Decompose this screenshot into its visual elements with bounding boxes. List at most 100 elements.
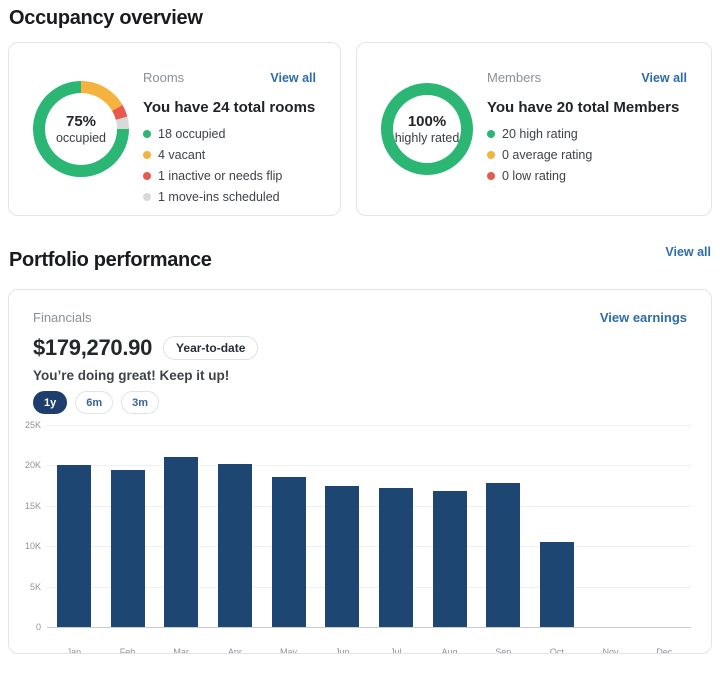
rooms-legend: 18 occupied 4 vacant 1 inactive or needs f…: [143, 127, 316, 204]
range-tab-1y[interactable]: 1y: [33, 391, 68, 414]
rooms-card-label: Rooms: [143, 70, 185, 85]
gridline: [47, 465, 691, 467]
portfolio-section-header: Portfolio performance View all: [9, 245, 711, 272]
bar-slot: [369, 425, 423, 627]
bar-jan: [56, 465, 91, 627]
red-dot-icon: [487, 172, 495, 180]
x-axis-label: Apr: [227, 647, 242, 654]
encouragement-text: You’re doing great! Keep it up!: [33, 368, 230, 383]
gridline: [47, 546, 691, 548]
rooms-card-title: You have 24 total rooms: [143, 99, 316, 116]
financials-card: Financials View earnings $179,270.90 Yea…: [8, 289, 712, 654]
bar-slot: [101, 425, 155, 627]
rooms-donut-chart: 75% occupied: [33, 81, 129, 177]
x-axis-label: Nov: [602, 647, 619, 654]
x-axis-label: Mar: [173, 647, 189, 654]
green-dot-icon: [487, 130, 495, 138]
members-view-all-link[interactable]: View all: [641, 71, 687, 85]
legend-label: 18 occupied: [158, 127, 226, 141]
legend-item: 0 low rating: [487, 169, 687, 183]
members-donut-caption: highly rated: [394, 131, 460, 145]
y-axis-tick: 15K: [24, 500, 41, 511]
earnings-bar-chart: 25K 20K 15K 10K 5K 0 Jan Feb Mar Apr May Jun Jul Aug…: [25, 420, 691, 653]
portfolio-performance-heading: Portfolio performance: [9, 249, 212, 271]
y-axis-tick: 10K: [24, 541, 41, 552]
orange-dot-icon: [487, 151, 495, 159]
gridline: [47, 425, 691, 426]
x-axis-label: Jun: [334, 647, 350, 654]
range-tab-6m[interactable]: 6m: [75, 391, 114, 414]
bar-slot: [47, 425, 101, 627]
bar-mar: [164, 457, 199, 627]
rooms-donut-center: 75% occupied: [33, 81, 129, 177]
bar-slot: [262, 425, 316, 627]
gridline: [47, 586, 691, 588]
bar-slot: [315, 425, 369, 627]
bar-slot: [637, 425, 691, 627]
chart-bars: [47, 425, 691, 627]
x-axis-label: Oct: [549, 647, 564, 654]
rooms-donut-percent: 75%: [65, 113, 97, 130]
x-axis-label: Feb: [119, 647, 136, 654]
legend-item: 18 occupied: [143, 127, 316, 141]
chart-xlabels: Jan Feb Mar Apr May Jun Jul Aug Sep Oct Nov Dec: [47, 647, 691, 654]
bar-slot: [584, 425, 638, 627]
rooms-donut-caption: occupied: [55, 131, 107, 145]
y-axis-tick: 20K: [24, 460, 41, 471]
y-axis-tick: 0: [35, 622, 41, 632]
bar-slot: [423, 425, 477, 627]
members-card-title: You have 20 total Members: [487, 99, 680, 116]
y-axis-tick: 25K: [24, 420, 41, 430]
bar-slot: [154, 425, 208, 627]
legend-item: 20 high rating: [487, 127, 687, 141]
legend-item: 1 move-ins scheduled: [143, 190, 316, 204]
earnings-amount-row: $179,270.90 Year-to-date: [33, 334, 687, 361]
legend-label: 1 inactive or needs flip: [158, 169, 283, 183]
year-to-date-badge: Year-to-date: [163, 335, 259, 360]
bar-jul: [378, 488, 413, 627]
x-axis-label: Jan: [66, 647, 82, 654]
portfolio-view-all-link[interactable]: View all: [665, 245, 711, 259]
earnings-amount: $179,270.90: [33, 334, 153, 360]
members-donut-chart: 100% highly rated: [381, 83, 473, 175]
legend-label: 4 vacant: [158, 148, 206, 162]
bar-may: [271, 476, 306, 627]
bar-sep: [486, 483, 521, 627]
gray-dot-icon: [143, 193, 151, 201]
rooms-card-content: Rooms View all You have 24 total rooms 1…: [143, 70, 316, 204]
legend-label: 20 high rating: [502, 127, 578, 141]
members-legend: 20 high rating 0 average rating 0 low rati…: [487, 127, 687, 183]
x-axis-label: Aug: [441, 647, 458, 654]
x-axis-label: May: [280, 647, 298, 654]
range-tab-3m[interactable]: 3m: [121, 391, 160, 414]
gridline: [47, 627, 691, 628]
members-card-content: Members View all You have 20 total Membe…: [487, 70, 687, 183]
legend-item: 4 vacant: [143, 148, 316, 162]
x-axis-label: Dec: [656, 647, 673, 654]
members-donut-center: 100% highly rated: [381, 83, 473, 175]
range-tabs: 1y 6m 3m: [33, 391, 687, 414]
chart-plot-area: 25K 20K 15K 10K 5K 0: [25, 420, 691, 632]
bar-slot: [476, 425, 530, 627]
rooms-card: 75% occupied Rooms View all You have 24 …: [8, 42, 341, 216]
rooms-view-all-link[interactable]: View all: [270, 71, 316, 85]
members-donut-percent: 100%: [407, 113, 447, 130]
legend-item: 0 average rating: [487, 148, 687, 162]
x-axis-label: Sep: [495, 647, 512, 654]
members-card: 100% highly rated Members View all You h…: [356, 42, 712, 216]
occupancy-cards-row: 75% occupied Rooms View all You have 24 …: [8, 42, 712, 216]
bar-feb: [110, 470, 145, 627]
financials-card-label: Financials: [33, 310, 92, 325]
legend-item: 1 inactive or needs flip: [143, 169, 316, 183]
bar-aug: [432, 491, 467, 627]
green-dot-icon: [143, 130, 151, 138]
gridline: [47, 505, 691, 507]
legend-label: 0 average rating: [502, 148, 593, 162]
bar-apr: [217, 463, 252, 627]
y-axis-tick: 5K: [29, 581, 41, 592]
view-earnings-link[interactable]: View earnings: [599, 310, 687, 325]
members-card-label: Members: [487, 70, 542, 85]
bar-slot: [208, 425, 262, 627]
legend-label: 0 low rating: [502, 169, 566, 183]
bar-slot: [530, 425, 584, 627]
